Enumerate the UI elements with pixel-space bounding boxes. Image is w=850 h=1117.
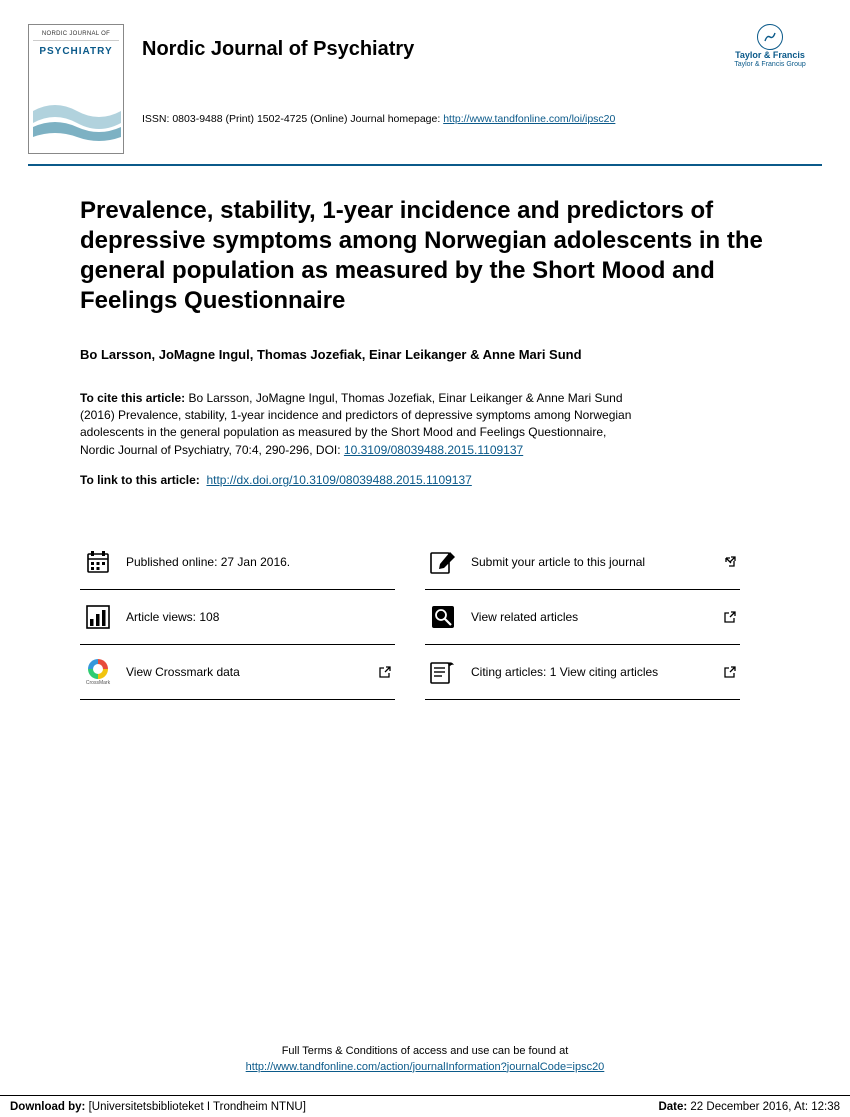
info-published: Published online: 27 Jan 2016.: [80, 535, 395, 590]
citation-block: To cite this article: Bo Larsson, JoMagn…: [80, 390, 640, 460]
external-link-icon: [724, 611, 736, 623]
publisher-logo[interactable]: Taylor & Francis Taylor & Francis Group: [718, 24, 822, 68]
download-date-label: Date:: [658, 1101, 687, 1113]
doi-link[interactable]: 10.3109/08039488.2015.1109137: [344, 443, 523, 457]
info-related-text: View related articles: [471, 610, 706, 624]
download-bar: Download by: [Universitetsbiblioteket I …: [0, 1095, 850, 1117]
article-link[interactable]: http://dx.doi.org/10.3109/08039488.2015.…: [206, 473, 471, 487]
link-block: To link to this article: http://dx.doi.o…: [80, 473, 770, 487]
info-crossmark-text: View Crossmark data: [126, 665, 361, 679]
crossmark-icon: CrossMark: [84, 659, 112, 685]
link-label: To link to this article:: [80, 473, 200, 487]
publisher-sub: Taylor & Francis Group: [718, 61, 822, 68]
citing-icon: [429, 659, 457, 685]
info-views: Article views: 108: [80, 590, 395, 645]
calendar-icon: [84, 549, 112, 575]
external-link-icon: [724, 556, 736, 568]
bar-chart-icon: [84, 604, 112, 630]
download-date-value: 22 December 2016, At: 12:38: [687, 1101, 840, 1113]
external-link-icon: [724, 666, 736, 678]
journal-cover-thumb: NORDIC JOURNAL OF PSYCHIATRY: [28, 24, 124, 154]
external-link-icon: [379, 666, 391, 678]
info-grid: Published online: 27 Jan 2016. Submit yo…: [80, 535, 740, 700]
publisher-logo-icon: [757, 24, 783, 50]
info-citing[interactable]: Citing articles: 1 View citing articles: [425, 645, 740, 700]
info-views-text: Article views: 108: [126, 610, 391, 624]
cover-main-word: PSYCHIATRY: [33, 46, 119, 57]
journal-homepage-link[interactable]: http://www.tandfonline.com/loi/ipsc20: [443, 113, 615, 125]
terms-link[interactable]: http://www.tandfonline.com/action/journa…: [246, 1061, 605, 1073]
info-submit-text: Submit your article to this journal: [471, 555, 706, 569]
info-published-text: Published online: 27 Jan 2016.: [126, 555, 391, 569]
footer-terms: Full Terms & Conditions of access and us…: [0, 1044, 850, 1075]
publisher-name: Taylor & Francis: [718, 51, 822, 61]
cite-label: To cite this article:: [80, 391, 185, 405]
article-title: Prevalence, stability, 1-year incidence …: [80, 196, 770, 316]
info-citing-text: Citing articles: 1 View citing articles: [471, 665, 706, 679]
info-related[interactable]: View related articles: [425, 590, 740, 645]
submit-icon: [429, 549, 457, 575]
terms-line: Full Terms & Conditions of access and us…: [282, 1045, 569, 1057]
download-by-label: Download by:: [10, 1101, 85, 1113]
info-crossmark[interactable]: CrossMark View Crossmark data: [80, 645, 395, 700]
issn-text: ISSN: 0803-9488 (Print) 1502-4725 (Onlin…: [142, 113, 443, 125]
search-doc-icon: [429, 604, 457, 630]
cover-art: [33, 93, 121, 145]
download-by-value: [Universitetsbiblioteket I Trondheim NTN…: [85, 1101, 306, 1113]
cover-top-text: NORDIC JOURNAL OF: [33, 31, 119, 41]
issn-line: ISSN: 0803-9488 (Print) 1502-4725 (Onlin…: [142, 113, 822, 125]
article-authors: Bo Larsson, JoMagne Ingul, Thomas Jozefi…: [80, 346, 770, 364]
info-submit[interactable]: Submit your article to this journal: [425, 535, 740, 590]
